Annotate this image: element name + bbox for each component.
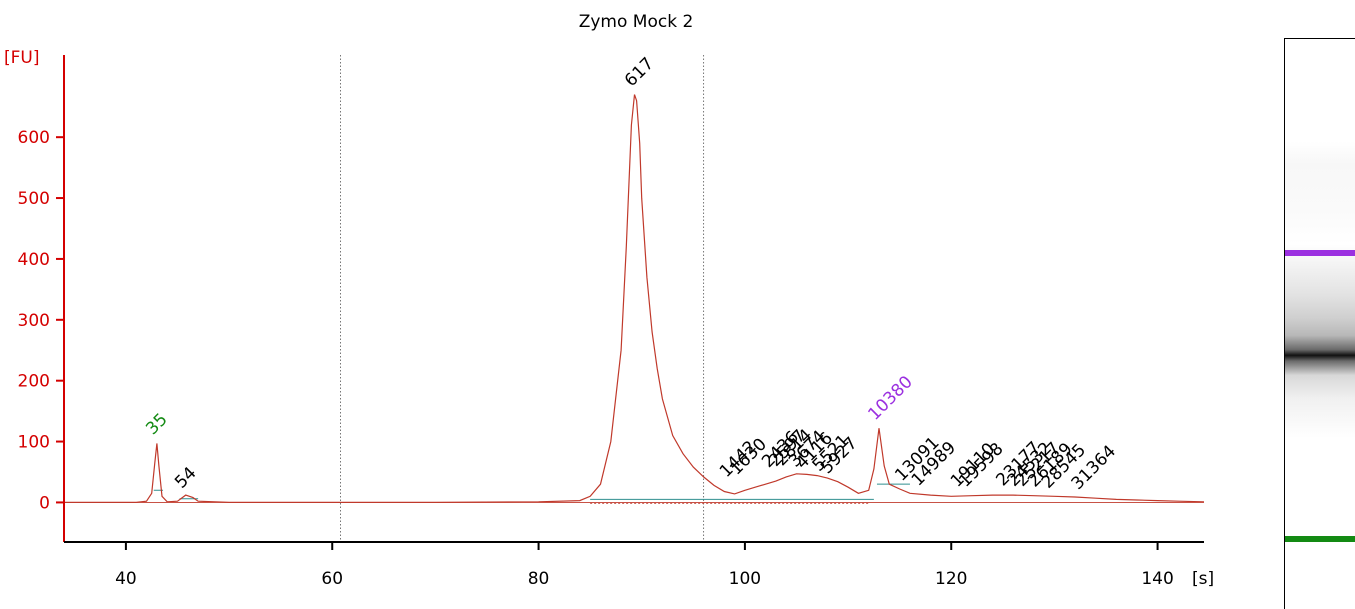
peak-label: 617 — [621, 54, 658, 91]
gel-upper-marker-band — [1285, 250, 1355, 257]
x-tick-label: 140 — [1141, 569, 1173, 589]
y-tick-label: 600 — [18, 128, 50, 148]
gel-lane — [1284, 38, 1355, 609]
gel-lower-marker-band — [1285, 535, 1355, 542]
y-tick-label: 0 — [39, 493, 50, 513]
y-tick-label: 500 — [18, 189, 50, 209]
x-tick-label: 80 — [528, 569, 550, 589]
y-axis-ticks: 0 100 200 300 400 500 600 — [18, 128, 64, 513]
y-tick-label: 300 — [18, 311, 50, 331]
x-axis-label: [s] — [1192, 569, 1214, 589]
peak-label: 35 — [142, 410, 171, 439]
electropherogram-plot: 0 100 200 300 400 500 600 40 60 80 100 120 140 Zymo… — [4, 12, 1214, 589]
y-tick-label: 100 — [18, 433, 50, 453]
peak-label: 10380 — [864, 372, 916, 424]
chart-title: Zymo Mock 2 — [579, 12, 694, 32]
x-tick-label: 100 — [729, 569, 761, 589]
x-axis-ticks: 40 60 80 100 120 140 — [115, 542, 1174, 589]
electropherogram: 0 100 200 300 400 500 600 40 60 80 100 120 140 Zymo… — [4, 12, 1214, 589]
y-tick-label: 400 — [18, 250, 50, 270]
y-tick-label: 200 — [18, 372, 50, 392]
axes — [63, 55, 1204, 543]
gridlines — [340, 55, 705, 542]
fluorescence-trace — [64, 94, 1205, 503]
x-tick-label: 60 — [321, 569, 343, 589]
y-axis-label: [FU] — [4, 48, 40, 68]
x-tick-label: 120 — [935, 569, 967, 589]
peak-label: 54 — [171, 463, 200, 492]
peak-labels: 3554617144216302436259728143674411655215… — [142, 54, 1120, 494]
x-tick-label: 40 — [115, 569, 137, 589]
